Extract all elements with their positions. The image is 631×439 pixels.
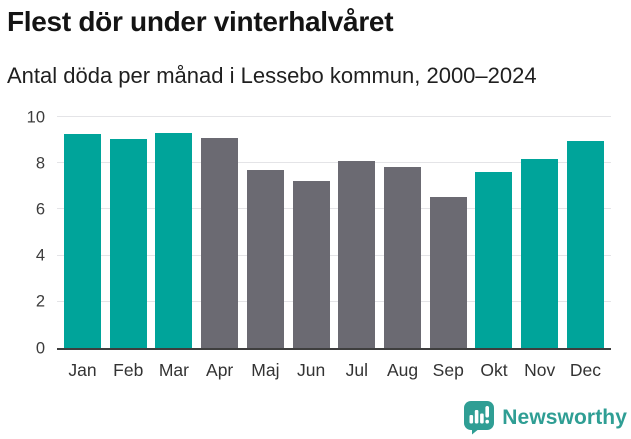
bar-aug bbox=[384, 166, 422, 348]
gridline-4 bbox=[57, 254, 611, 256]
y-axis: 0 2 4 6 8 10 bbox=[0, 109, 46, 356]
brand-name: Newsworthy bbox=[502, 405, 627, 429]
x-axis: Jan Feb Mar Apr Maj Jun Jul Aug Sep Okt Nov Dec bbox=[57, 360, 611, 381]
y-tick-label-0: 0 bbox=[35, 338, 45, 357]
x-tick-label-jul: Jul bbox=[345, 360, 368, 380]
gridline-10 bbox=[57, 116, 611, 117]
bar-dec bbox=[566, 141, 604, 348]
bar-maj bbox=[246, 170, 284, 348]
x-tick-label-okt: Okt bbox=[480, 360, 508, 380]
gridline-8 bbox=[57, 162, 611, 164]
y-tick-label-6: 6 bbox=[35, 200, 45, 219]
gridline-2 bbox=[57, 300, 611, 302]
bar-jul bbox=[338, 160, 376, 348]
newsworthy-logo-icon bbox=[464, 401, 495, 435]
bar-jun bbox=[292, 180, 330, 348]
plot-area bbox=[57, 116, 611, 350]
y-tick-label-2: 2 bbox=[35, 292, 45, 311]
x-tick-label-feb: Feb bbox=[113, 360, 144, 380]
bar-apr bbox=[201, 137, 239, 348]
bar-nov bbox=[521, 158, 559, 348]
y-tick-label-10: 10 bbox=[26, 107, 45, 126]
bar-mar bbox=[155, 133, 193, 348]
y-tick-label-4: 4 bbox=[35, 246, 45, 265]
bar-okt bbox=[475, 172, 513, 348]
x-tick-label-nov: Nov bbox=[524, 360, 556, 380]
bar-jan bbox=[64, 134, 101, 348]
bar-feb bbox=[109, 138, 147, 348]
chart-subtitle: Antal döda per månad i Lessebo kommun, 2… bbox=[7, 63, 537, 88]
x-tick-label-sep: Sep bbox=[432, 360, 464, 380]
chart-title: Flest dör under vinterhalvåret bbox=[7, 6, 394, 37]
x-tick-label-mar: Mar bbox=[158, 360, 189, 380]
bars-group bbox=[57, 117, 611, 348]
x-tick-label-apr: Apr bbox=[206, 360, 234, 380]
x-tick-label-jun: Jun bbox=[296, 360, 326, 380]
x-tick-label-dec: Dec bbox=[569, 360, 601, 380]
y-tick-label-8: 8 bbox=[35, 153, 45, 172]
bar-chart: 0 2 4 6 8 10 Jan Feb Mar Apr Maj Jun Jul Aug Sep Okt No… bbox=[0, 109, 631, 397]
bar-sep bbox=[429, 196, 467, 348]
x-tick-label-maj: Maj bbox=[251, 360, 280, 380]
footer-logo: Newsworthy bbox=[463, 400, 627, 435]
gridline-6 bbox=[57, 208, 611, 210]
x-tick-label-jan: Jan bbox=[68, 360, 97, 380]
x-tick-label-aug: Aug bbox=[386, 360, 419, 380]
